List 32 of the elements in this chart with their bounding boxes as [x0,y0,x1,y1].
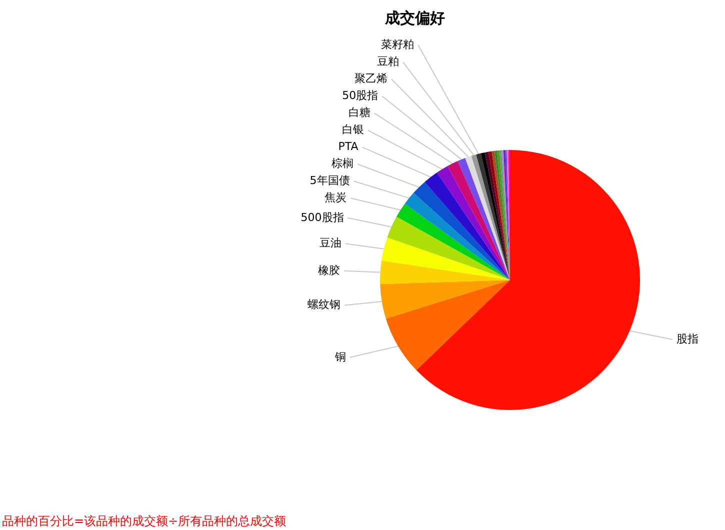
pie-slice [386,280,510,370]
pie-slice [380,260,510,284]
pie-slice [436,166,510,280]
chart-title: 成交偏好 [384,9,445,27]
slice-label: 500股指 [300,210,344,224]
pie-slice [404,192,510,280]
pie-slice [396,204,510,280]
pie-slice [387,216,510,280]
slice-label: PTA [338,140,359,154]
slice-label: 白银 [342,123,364,136]
slice-label: 铜 [334,350,346,364]
pie-slice [492,150,510,280]
pie-slice [414,182,510,280]
text: 品种的百分比=该品种的成交额÷所有品种的总成交额 [2,514,286,528]
slice-label: 5年国债 [310,174,350,188]
slice-label: 菜籽粕 [381,38,414,52]
pie-slice [458,158,510,280]
pie-slice [381,238,510,280]
pie-slice [416,150,640,410]
slice-label: 豆油 [319,236,342,250]
slice-label: 白糖 [348,106,370,120]
slice-label: 橡胶 [318,264,340,277]
slice-label: 焦炭 [324,191,347,204]
slice-label: 股指 [676,332,699,346]
slice-label: 螺纹钢 [308,298,341,312]
slice-label: 聚乙烯 [354,72,388,86]
pie-slice [380,280,510,319]
pie-slice [424,172,510,280]
slice-label: 棕榈 [332,157,354,170]
slice-label: 50股指 [342,89,378,102]
slice-label: 豆粕 [377,55,400,68]
pie-slice [447,161,510,280]
